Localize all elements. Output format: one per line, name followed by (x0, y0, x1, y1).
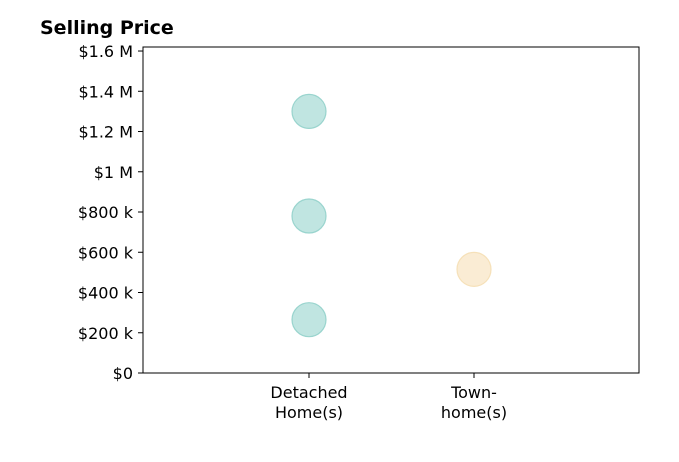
data-point (291, 198, 327, 234)
data-point (456, 251, 492, 287)
y-axis: $0 $200 k $400 k $600 k $800 k $1 M $1.2 M $1.4… (78, 42, 143, 383)
y-tick-label: $1.6 M (78, 42, 133, 61)
x-tick-label-line: Town- (450, 383, 497, 402)
y-tick-label: $1.2 M (78, 123, 133, 142)
y-tick-label: $400 k (78, 284, 134, 303)
x-tick-label-line: Home(s) (275, 403, 343, 422)
y-tick-label: $200 k (78, 324, 134, 343)
y-tick-label: $800 k (78, 203, 134, 222)
x-tick-label-line: home(s) (441, 403, 507, 422)
x-axis: Detached Home(s) Town-home(s) (270, 373, 507, 422)
plot-area (142, 46, 640, 374)
data-point (291, 93, 327, 129)
data-points (291, 93, 492, 338)
y-tick-label: $0 (113, 364, 133, 383)
x-tick-label: Town-home(s) (441, 383, 507, 422)
y-tick-label: $1 M (94, 163, 133, 182)
data-point (291, 302, 327, 338)
chart-title: Selling Price (40, 17, 174, 39)
x-tick-label-line: Detached (270, 383, 347, 402)
x-tick-label: Detached Home(s) (270, 383, 347, 422)
y-tick-label: $600 k (78, 243, 134, 262)
y-tick-label: $1.4 M (78, 82, 133, 101)
plot-frame (142, 46, 640, 374)
